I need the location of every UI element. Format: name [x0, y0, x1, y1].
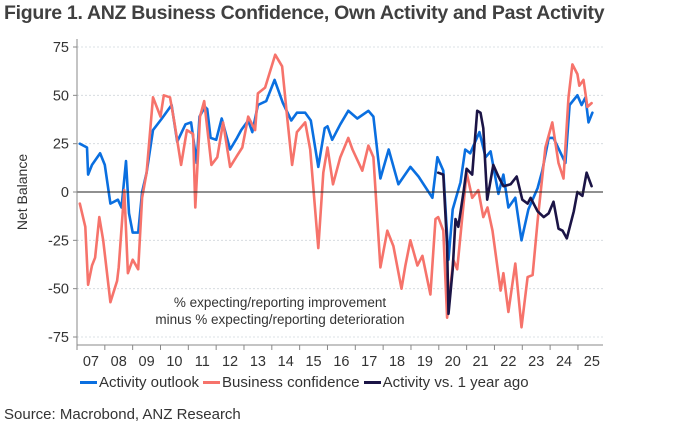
x-tick-label: 25	[584, 354, 600, 370]
chart-annotation: % expecting/reporting improvement minus …	[155, 294, 404, 328]
chart-title: Figure 1. ANZ Business Confidence, Own A…	[4, 2, 605, 24]
legend-swatch-activity-outlook	[80, 381, 97, 384]
x-tick-label: 14	[278, 354, 294, 370]
x-tick-label: 12	[222, 354, 238, 370]
series-line-business-confidence	[78, 53, 593, 329]
legend-item-activity-vs-year-ago: Activity vs. 1 year ago	[363, 374, 529, 391]
legend-label-activity-outlook: Activity outlook	[99, 374, 200, 391]
y-tick-label: 25	[53, 137, 69, 153]
x-tick-label: 24	[556, 354, 572, 370]
x-tick-label: 11	[195, 354, 210, 370]
annotation-line-1: % expecting/reporting improvement	[173, 295, 387, 310]
x-tick-label: 19	[417, 354, 433, 370]
legend-label-activity-vs-year-ago: Activity vs. 1 year ago	[382, 374, 529, 391]
y-tick-label: 75	[53, 40, 69, 56]
source-note: Source: Macrobond, ANZ Research	[4, 406, 241, 423]
y-tick-label: -75	[48, 330, 69, 346]
y-tick-label: 50	[53, 88, 69, 104]
x-tick-label: 16	[333, 354, 349, 370]
series-lines	[78, 53, 594, 329]
legend-swatch-business-confidence	[203, 381, 221, 384]
y-tick-label: -50	[48, 282, 69, 298]
annotation-line-2: minus % expecting/reporting deterioratio…	[155, 312, 405, 327]
legend-item-business-confidence: Business confidence	[203, 374, 360, 391]
legend-item-activity-outlook: Activity outlook	[80, 374, 199, 391]
legend-label-business-confidence: Business confidence	[222, 374, 360, 391]
line-chart: 75 50 25 0 -25 -50 -75 07 08 09 10 11 12 13 14 15 16 17 1…	[48, 39, 603, 370]
x-tick-label: 22	[500, 354, 516, 370]
y-axis-ticks: 75 50 25 0 -25 -50 -75	[48, 40, 77, 346]
legend-swatch-activity-vs-year-ago	[363, 381, 381, 384]
x-tick-label: 20	[445, 354, 461, 370]
legend: Activity outlook Business confidence Act…	[80, 374, 533, 391]
x-tick-label: 13	[250, 354, 266, 370]
x-tick-label: 08	[111, 354, 127, 370]
series-line-activity-vs-1-year-ago	[436, 109, 593, 316]
x-tick-label: 17	[361, 354, 377, 370]
x-tick-label: 15	[305, 354, 321, 370]
x-tick-label: 09	[139, 354, 155, 370]
y-tick-label: 0	[61, 185, 69, 201]
x-axis-ticks: 07 08 09 10 11 12 13 14 15 16 17 18 19 20 21 22 23 24 25	[76, 345, 600, 370]
x-tick-label: 21	[472, 354, 488, 370]
x-tick-label: 23	[528, 354, 544, 370]
x-tick-label: 10	[166, 354, 182, 370]
x-tick-label: 07	[83, 354, 99, 370]
x-tick-label: 18	[389, 354, 405, 370]
y-tick-label: -25	[48, 233, 69, 249]
